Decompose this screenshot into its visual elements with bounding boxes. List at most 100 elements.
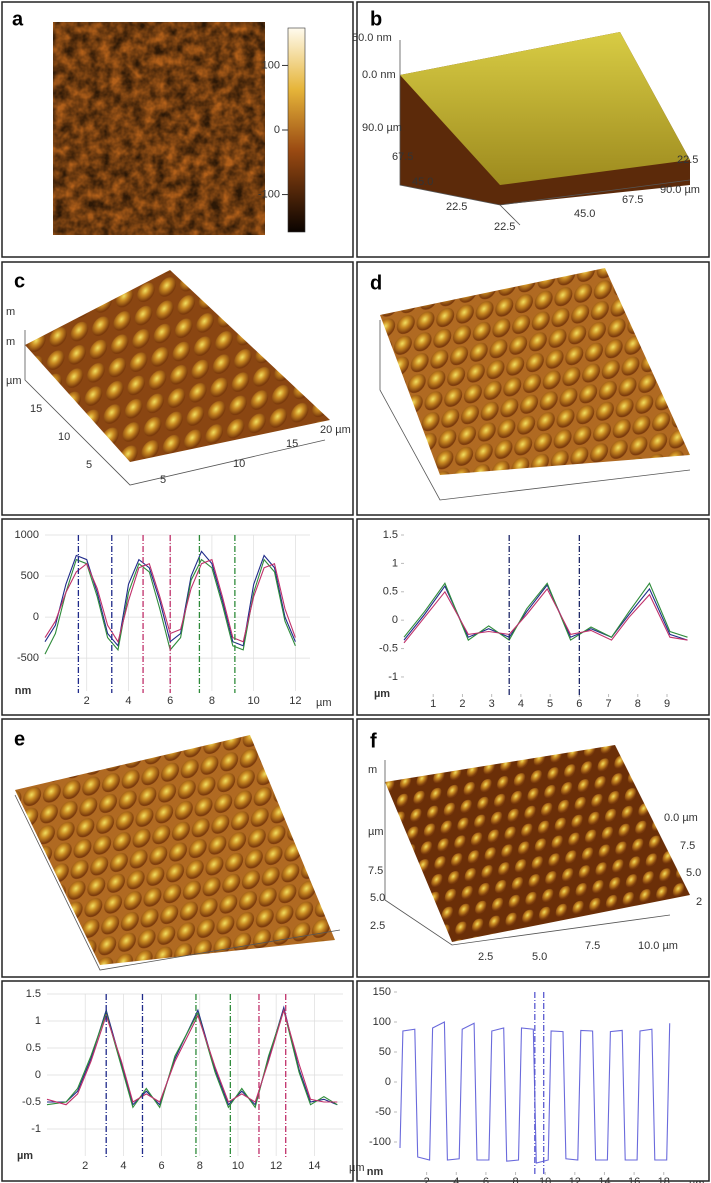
- x-tick-label: 18: [658, 1176, 670, 1183]
- x-tick-label: 4: [453, 1176, 459, 1183]
- axis-label: 20 µm: [320, 424, 351, 436]
- x-tick-label: 6: [167, 695, 173, 707]
- axis-label: 45.0: [574, 208, 595, 220]
- axis-label: m: [6, 306, 15, 318]
- x-tick-label: 16: [628, 1176, 640, 1183]
- axis-label: 2.5: [370, 920, 385, 932]
- panel-label: e: [14, 728, 25, 750]
- y-tick-label: 1: [392, 557, 398, 569]
- surface: [385, 745, 690, 942]
- y-tick-label: -1: [388, 671, 398, 683]
- x-unit: µm: [349, 1162, 365, 1174]
- y-tick-label: -500: [17, 652, 39, 664]
- y-tick-label: 1: [35, 1015, 41, 1027]
- surface-top: [400, 32, 690, 185]
- colorbar-tick-label: 100: [262, 59, 280, 71]
- panel-frame: [356, 980, 710, 1182]
- panel-frame: [356, 518, 710, 716]
- panel-label: f: [370, 730, 377, 752]
- x-tick-label: 12: [270, 1160, 282, 1172]
- axis-label: m: [368, 764, 377, 776]
- y-unit: µm: [374, 688, 390, 700]
- y-tick-label: 0.5: [383, 586, 398, 598]
- axis-label: 90.0 µm: [362, 122, 402, 134]
- x-tick-label: 8: [197, 1160, 203, 1172]
- x-unit: µm: [689, 1178, 705, 1183]
- axis-label: 0.0 nm: [362, 69, 396, 81]
- x-tick-label: 14: [598, 1176, 610, 1183]
- axis-label: 15: [286, 438, 298, 450]
- axis-label: 22.5: [677, 154, 698, 166]
- surface: [380, 268, 690, 475]
- axis-label: 5.0: [370, 892, 385, 904]
- profile-line: [46, 1008, 338, 1109]
- axis-label: 50.0 nm: [352, 32, 392, 44]
- axis-label: 67.5: [622, 194, 643, 206]
- axis-label: 5: [160, 474, 166, 486]
- x-unit: µm: [316, 697, 332, 709]
- axis-label: µm: [6, 375, 22, 387]
- x-tick-label: 10: [232, 1160, 244, 1172]
- axis-label: 10: [58, 431, 70, 443]
- colorbar-tick-label: -100: [258, 188, 280, 200]
- axis-label: 22.5: [446, 201, 467, 213]
- panel-label: d: [370, 272, 382, 294]
- x-tick-label: 6: [576, 698, 582, 710]
- profile-line: [44, 550, 296, 648]
- x-tick-label: 4: [120, 1160, 126, 1172]
- afm-texture: [53, 22, 265, 235]
- x-tick-label: 12: [569, 1176, 581, 1183]
- axis-label: 7.5: [368, 865, 383, 877]
- axes: [14, 794, 341, 971]
- axis-label: 2: [696, 896, 702, 908]
- axes: [384, 760, 671, 946]
- x-tick-label: 4: [125, 695, 131, 707]
- axis-label: 5: [86, 459, 92, 471]
- y-tick-label: 1.5: [383, 529, 398, 541]
- profile-line: [403, 587, 688, 644]
- y-unit: nm: [15, 685, 32, 697]
- x-tick-label: 6: [159, 1160, 165, 1172]
- y-unit: µm: [17, 1150, 33, 1162]
- axis-label: 90.0 µm: [660, 184, 700, 196]
- y-tick-label: 0: [33, 611, 39, 623]
- y-tick-label: 50: [379, 1046, 391, 1058]
- panel-label: a: [12, 8, 24, 30]
- axes: [399, 40, 691, 206]
- panel-label: b: [370, 8, 382, 30]
- y-tick-label: 500: [21, 570, 39, 582]
- surface: [25, 270, 330, 462]
- y-tick-label: 150: [373, 986, 391, 998]
- x-tick-label: 2: [82, 1160, 88, 1172]
- axis-label: 10.0 µm: [638, 940, 678, 952]
- axis-label: m: [6, 336, 15, 348]
- y-unit: nm: [367, 1166, 384, 1178]
- x-tick-label: 2: [84, 695, 90, 707]
- axis-label: 15: [30, 403, 42, 415]
- x-tick-label: 8: [635, 698, 641, 710]
- y-tick-label: 0: [392, 614, 398, 626]
- x-tick-label: 9: [664, 698, 670, 710]
- x-tick-label: 7: [606, 698, 612, 710]
- axis-label: 67.5: [392, 151, 413, 163]
- colorbar: [287, 27, 306, 233]
- profile-line: [44, 558, 296, 644]
- x-tick-label: 8: [512, 1176, 518, 1183]
- y-tick-label: -100: [369, 1136, 391, 1148]
- surface: [15, 735, 335, 965]
- axis-label: 7.5: [585, 940, 600, 952]
- x-tick-label: 2: [424, 1176, 430, 1183]
- axis-label: 2.5: [478, 951, 493, 963]
- y-tick-label: 1.5: [26, 988, 41, 1000]
- colorbar-tick-label: 0: [274, 124, 280, 136]
- x-tick-label: 10: [248, 695, 260, 707]
- panel-label: c: [14, 270, 25, 292]
- axis-label: µm: [368, 826, 384, 838]
- profile-line: [46, 1008, 338, 1106]
- x-tick-label: 3: [489, 698, 495, 710]
- axis-label: 7.5: [680, 840, 695, 852]
- y-tick-label: -50: [375, 1106, 391, 1118]
- axis-label: 22.5: [494, 221, 515, 233]
- axes: [24, 330, 326, 486]
